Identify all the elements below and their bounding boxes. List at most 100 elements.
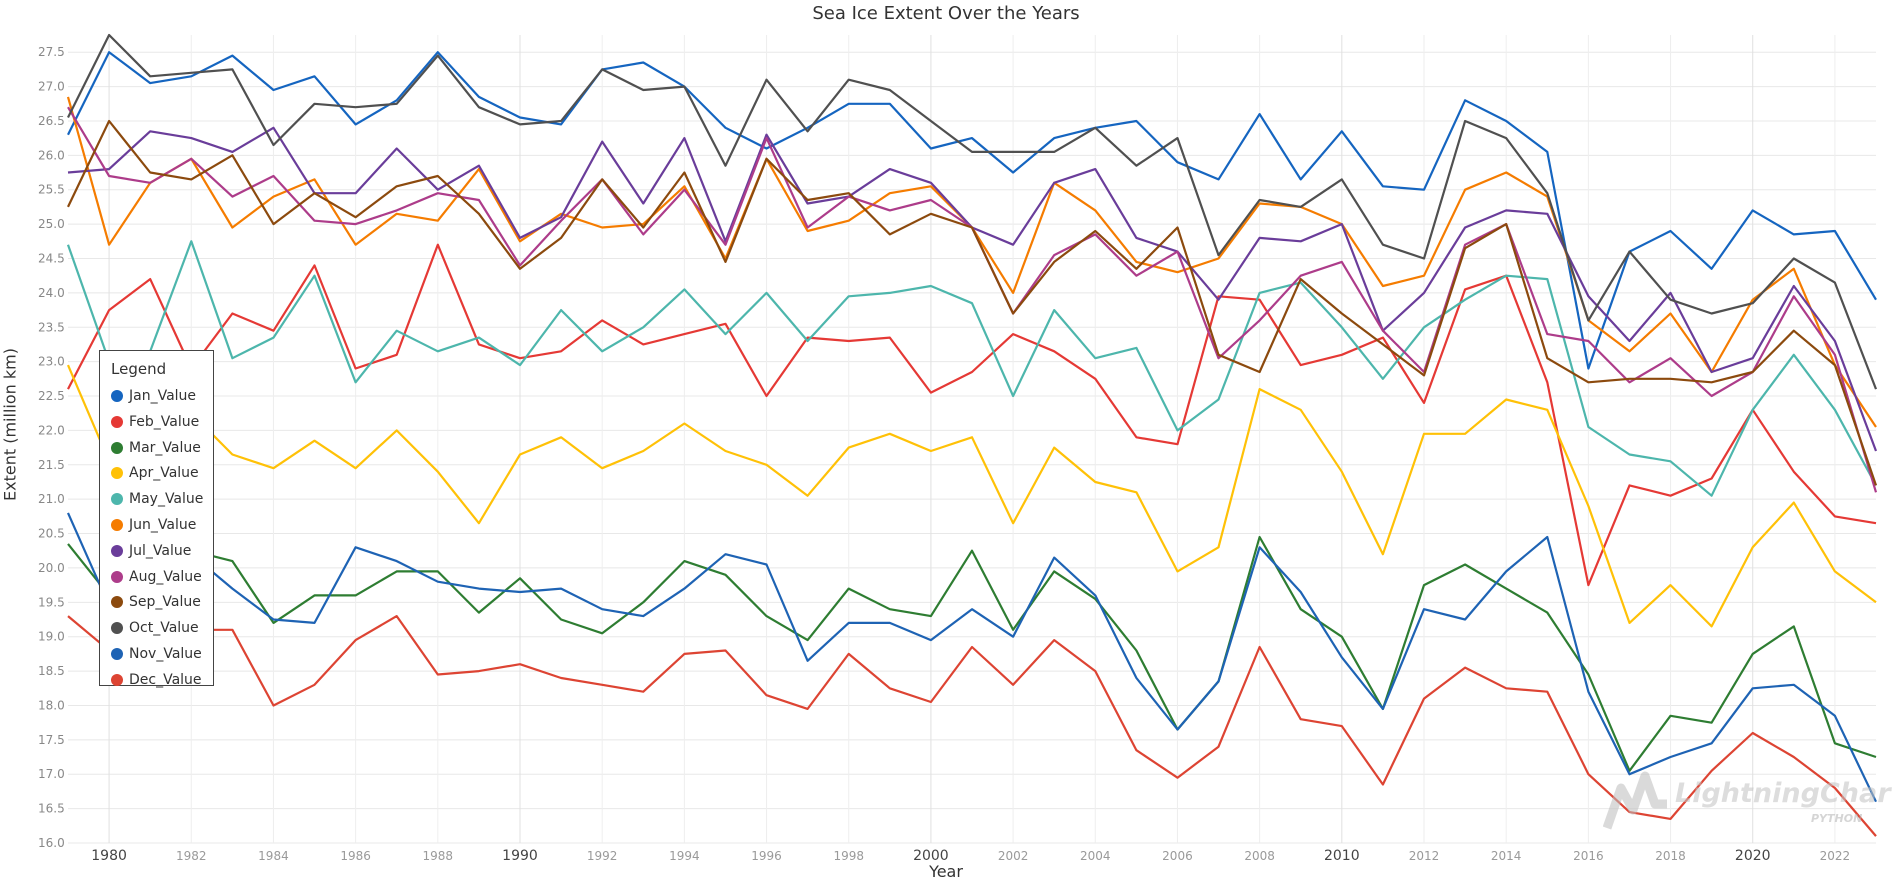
x-tick-label-20: 2020 — [1735, 848, 1771, 864]
legend-label: Sep_Value — [129, 594, 201, 611]
legend-marker-icon — [111, 648, 123, 660]
legend-label: Oct_Value — [129, 620, 199, 637]
x-tick-label-13: 2006 — [1162, 849, 1193, 863]
y-tick-label-7: 19.5 — [38, 595, 65, 609]
legend-label: Apr_Value — [129, 465, 199, 482]
y-tick-label-19: 25.5 — [38, 183, 65, 197]
legend-marker-icon — [111, 415, 123, 428]
legend-label: Dec_Value — [129, 671, 202, 688]
x-tick-label-9: 1998 — [833, 849, 864, 863]
x-tick-label-4: 1988 — [423, 849, 454, 863]
y-tick-label-21: 26.5 — [38, 114, 65, 128]
series-line-apr-value — [66, 364, 1877, 628]
legend-label: Jun_Value — [129, 517, 197, 533]
x-tick-label-0: 1980 — [91, 848, 127, 864]
y-tick-label-17: 24.5 — [38, 251, 65, 265]
x-tick-label-16: 2012 — [1409, 849, 1440, 863]
legend-label: Jul_Value — [129, 542, 192, 559]
legend-marker-icon — [111, 467, 123, 480]
y-tick-label-9: 20.5 — [38, 527, 65, 541]
y-tick-label-10: 21.0 — [38, 492, 65, 506]
chart-title: Sea Ice Extent Over the Years — [812, 3, 1080, 24]
series-line-oct-value — [67, 33, 1878, 390]
y-tick-label-1: 16.5 — [38, 802, 65, 816]
legend-label: Nov_Value — [129, 646, 202, 662]
x-tick-label-1: 1982 — [176, 849, 207, 863]
lightningchart-logo: LightningChart PYTHON — [1603, 770, 1892, 834]
y-tick-label-13: 22.5 — [38, 389, 65, 403]
legend-item-oct-value: Oct_Value — [111, 616, 199, 640]
legend-item-dec-value: Dec_Value — [111, 668, 202, 692]
x-tick-label-19: 2018 — [1655, 849, 1686, 863]
x-tick-label-15: 2010 — [1324, 848, 1360, 864]
x-tick-label-21: 2022 — [1820, 849, 1851, 863]
legend-item-feb-value: Feb_Value — [111, 410, 199, 434]
legend-item-mar-value: Mar_Value — [111, 436, 201, 460]
legend-item-aug-value: Aug_Value — [111, 565, 202, 589]
y-tick-label-15: 23.5 — [38, 320, 65, 334]
legend-label: May_Value — [129, 491, 204, 508]
y-tick-label-8: 20.0 — [38, 561, 65, 575]
legend-item-apr-value: Apr_Value — [111, 461, 199, 485]
x-tick-label-5: 1990 — [502, 848, 538, 864]
x-tick-label-11: 2002 — [998, 849, 1029, 863]
legend-item-jan-value: Jan_Value — [111, 384, 196, 408]
y-tick-label-3: 17.5 — [38, 733, 65, 747]
legend-item-jun-value: Jun_Value — [111, 513, 196, 537]
y-tick-label-20: 26.0 — [38, 148, 65, 162]
x-tick-label-8: 1996 — [751, 849, 782, 863]
x-tick-label-6: 1992 — [587, 849, 618, 863]
legend: Legend Jan_Value Feb_Value Mar_Value Apr_Va… — [99, 350, 214, 688]
legend-label: Jan_Value — [129, 388, 197, 404]
y-tick-label-4: 18.0 — [38, 698, 65, 712]
x-tick-label-2: 1984 — [258, 849, 289, 863]
y-tick-label-5: 18.5 — [38, 664, 65, 678]
y-tick-label-2: 17.0 — [38, 767, 65, 781]
y-tick-label-16: 24.0 — [38, 286, 65, 300]
legend-label: Aug_Value — [129, 568, 202, 585]
y-tick-label-18: 25.0 — [38, 217, 65, 231]
legend-marker-icon — [111, 390, 123, 402]
legend-label: Feb_Value — [129, 413, 200, 430]
x-tick-label-18: 2016 — [1573, 849, 1604, 863]
legend-marker-icon — [111, 622, 123, 635]
y-tick-label-14: 23.0 — [38, 355, 65, 369]
y-tick-label-12: 22.0 — [38, 423, 65, 437]
y-tick-label-11: 21.5 — [38, 458, 65, 472]
legend-marker-icon — [111, 441, 123, 454]
x-axis-label: Year — [929, 862, 963, 881]
x-tick-label-12: 2004 — [1080, 849, 1111, 863]
series-line-may-value — [66, 240, 1877, 497]
legend-marker-icon — [111, 519, 123, 531]
logo-subtext: PYTHON — [1811, 812, 1863, 825]
series-line-mar-value — [67, 535, 1877, 772]
logo-mark-icon — [1603, 771, 1667, 830]
x-tick-label-7: 1994 — [669, 849, 700, 863]
legend-marker-icon — [111, 493, 123, 506]
legend-item-may-value: May_Value — [111, 487, 203, 511]
series-line-nov-value — [66, 512, 1877, 803]
series-line-dec-value — [67, 614, 1877, 837]
y-tick-label-22: 27.0 — [38, 80, 65, 94]
y-axis-label: Extent (million km) — [0, 348, 20, 501]
legend-marker-icon — [111, 570, 123, 583]
legend-item-jul-value: Jul_Value — [111, 539, 191, 563]
x-tick-label-3: 1986 — [340, 849, 371, 863]
legend-marker-icon — [111, 673, 123, 686]
y-tick-label-0: 16.0 — [38, 836, 65, 850]
legend-item-sep-value: Sep_Value — [111, 590, 201, 614]
legend-label: Mar_Value — [129, 439, 201, 456]
series-line-jan-value — [67, 51, 1877, 370]
x-tick-label-10: 2000 — [913, 848, 949, 864]
legend-title: Legend — [111, 360, 167, 378]
x-tick-label-14: 2008 — [1244, 849, 1275, 863]
legend-item-nov-value: Nov_Value — [111, 642, 202, 666]
series-line-sep-value — [67, 119, 1878, 486]
y-tick-label-23: 27.5 — [38, 45, 65, 59]
y-tick-label-6: 19.0 — [38, 630, 65, 644]
x-tick-label-17: 2014 — [1491, 849, 1522, 863]
legend-marker-icon — [111, 596, 123, 609]
legend-marker-icon — [111, 544, 123, 557]
